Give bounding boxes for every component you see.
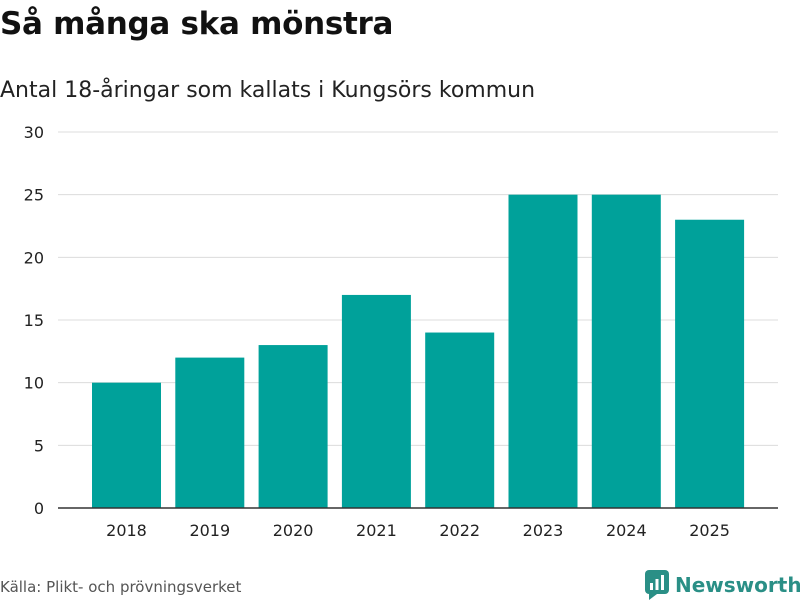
newsworthy-logo: Newsworthy [645,570,800,600]
chart-subtitle: Antal 18-åringar som kallats i Kungsörs … [0,78,536,103]
y-tick-label: 15 [24,311,44,330]
x-tick-label: 2023 [523,521,564,540]
y-tick-label: 20 [24,248,44,267]
source-note: Källa: Plikt- och prövningsverket [0,578,242,596]
bar-2023 [508,194,578,508]
x-tick-label: 2018 [106,521,147,540]
x-tick-label: 2019 [189,521,230,540]
bars [92,194,745,508]
y-tick-label: 5 [34,436,44,455]
brand-name: Newsworthy [675,573,800,597]
bar-2020 [258,345,328,508]
bar-2019 [175,357,245,508]
y-tick-label: 0 [34,499,44,518]
bar-2021 [341,294,411,508]
x-tick-label: 2020 [273,521,314,540]
x-tick-label: 2021 [356,521,397,540]
x-tick-labels: 2018 2019 2020 2021 2022 2023 2024 2025 [106,521,730,540]
bar-2018 [92,382,161,508]
y-tick-labels: 0 5 10 15 20 25 30 [24,123,44,518]
x-tick-label: 2024 [606,521,647,540]
gridlines [58,131,778,446]
y-tick-label: 25 [24,186,44,205]
x-tick-label: 2022 [439,521,480,540]
chart-title: Så många ska mönstra [0,6,394,42]
bar-2025 [675,219,745,508]
y-tick-label: 10 [24,374,44,393]
bar-2022 [425,332,495,508]
x-tick-label: 2025 [689,521,730,540]
bar-2024 [591,194,661,508]
y-tick-label: 30 [24,123,44,142]
newsworthy-icon [645,570,669,600]
